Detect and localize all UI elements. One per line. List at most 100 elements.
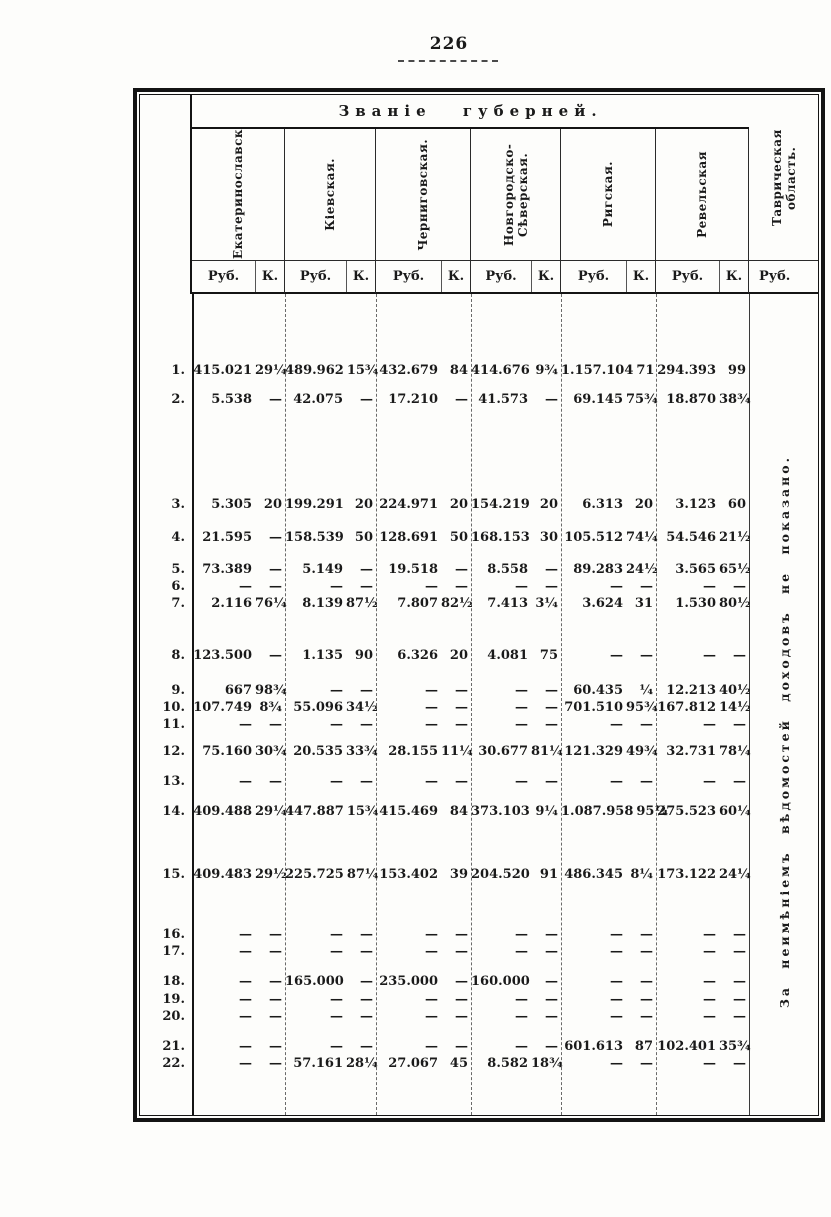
amount-cell: — —: [192, 1008, 285, 1025]
kop-value: —: [455, 1039, 468, 1054]
amount-cell: 7.807 82½: [376, 595, 472, 612]
rub-value: —: [515, 774, 528, 789]
amount-cell: — —: [471, 699, 561, 716]
rub-value: —: [610, 992, 623, 1007]
kop-value: ¼: [639, 683, 653, 698]
rub-value: 486.345: [564, 867, 623, 882]
rub-value: 102.401: [657, 1039, 716, 1054]
rub-label: Руб.: [759, 269, 791, 284]
kop-value: 9¼: [535, 804, 558, 819]
kop-value: —: [269, 717, 282, 732]
kop-value: 38¾: [719, 392, 751, 407]
table-row: 3. 5.305 20 199.291 20 224.971 20 154.219 20 6.31…: [140, 496, 818, 513]
rub-value: —: [703, 648, 716, 663]
kop-value: 49¾: [626, 744, 658, 759]
tavricheskaya-cell: [749, 773, 818, 790]
tavricheskaya-cell: [749, 943, 818, 960]
row-number: 3.: [171, 497, 185, 512]
amount-cell: — —: [656, 647, 749, 664]
rub-value: —: [330, 927, 343, 942]
kop-value: —: [360, 579, 373, 594]
tavricheskaya-cell: [749, 578, 818, 595]
amount-cell: 225.725 87¼: [285, 866, 379, 883]
amount-cell: — —: [285, 682, 376, 699]
rub-value: 42.075: [293, 392, 343, 407]
amount-cell: 224.971 20: [376, 496, 471, 513]
kop-value: 80½: [719, 596, 751, 611]
rub-value: —: [610, 717, 623, 732]
rub-value: 294.393: [657, 363, 716, 378]
rub-value: —: [610, 944, 623, 959]
column-header-kievskaya: Кіевская.: [285, 129, 376, 261]
kop-value: —: [640, 992, 653, 1007]
tavricheskaya-cell: [749, 682, 818, 699]
kop-value: —: [455, 992, 468, 1007]
amount-cell: 60.435 ¼: [561, 682, 656, 699]
amount-cell: 415.469 84: [376, 803, 471, 820]
amount-cell: — —: [656, 1008, 749, 1025]
kop-label: К.: [626, 261, 655, 292]
kop-value: —: [269, 774, 282, 789]
amount-cell: 8.139 87½: [285, 595, 378, 612]
rub-value: 89.283: [573, 562, 623, 577]
rub-value: —: [610, 1056, 623, 1071]
rub-value: 409.488: [193, 804, 252, 819]
kop-value: 15¾: [346, 804, 379, 819]
amount-cell: 486.345 8¼: [561, 866, 656, 883]
amount-cell: — —: [471, 1038, 561, 1055]
amount-cell: 158.539 50: [285, 529, 376, 546]
kop-value: —: [733, 974, 746, 989]
rub-value: 414.676: [471, 363, 530, 378]
amount-cell: — —: [285, 943, 376, 960]
rub-value: —: [239, 944, 252, 959]
kop-value: —: [269, 579, 282, 594]
amount-cell: — —: [656, 991, 749, 1008]
kop-value: —: [545, 992, 558, 1007]
kop-value: —: [360, 717, 373, 732]
rub-value: —: [703, 974, 716, 989]
table-frame: Званіе губерней. Екатеринославская. Кіев…: [133, 88, 825, 1122]
kop-value: 24½: [626, 562, 658, 577]
amount-cell: 89.283 24½: [561, 561, 658, 578]
rub-value: —: [610, 774, 623, 789]
table-row: 17. — — — — — — — — — — — —: [140, 943, 818, 960]
amount-cell: — —: [192, 1055, 285, 1072]
table-row: 2. 5.538—42.075—17.210—41.573—69.145 75¾ 18…: [140, 391, 818, 408]
rub-value: —: [330, 774, 343, 789]
column-header-label: Ригская.: [601, 161, 615, 228]
kop-value: 3¼: [535, 596, 558, 611]
amount-cell: 153.402 39: [376, 866, 471, 883]
rub-value: 447.887: [285, 804, 344, 819]
amount-cell: — —: [561, 943, 656, 960]
kop-value: —: [269, 927, 282, 942]
rub-value: 701.510: [564, 700, 623, 715]
kop-value: 75¾: [626, 392, 658, 407]
kop-value: —: [640, 648, 653, 663]
amount-cell: 6.326 20: [376, 647, 471, 664]
amount-cell: 373.103 9¼: [471, 803, 561, 820]
amount-cell: — —: [561, 773, 656, 790]
amount-cell: 107.749 8¾: [192, 699, 285, 716]
rub-value: 409.483: [193, 867, 252, 882]
table-header: Званіе губерней. Екатеринославская. Кіев…: [140, 95, 818, 294]
rub-value: 373.103: [471, 804, 530, 819]
rub-value: 415.021: [193, 363, 252, 378]
rub-value: —: [425, 927, 438, 942]
subheader-cell: Руб. К.: [192, 261, 285, 294]
rub-value: 41.573: [478, 392, 528, 407]
kop-value: 87¼: [346, 867, 379, 882]
amount-cell: — —: [561, 926, 656, 943]
amount-cell: 2.116 76¼: [192, 595, 286, 612]
table-row: 16. — — — — — — — — — — — —: [140, 926, 818, 943]
column-header-revelskaya: Ревельская: [656, 129, 749, 261]
amount-cell: 447.887 15¾: [285, 803, 379, 820]
rub-value: 6.313: [582, 497, 623, 512]
table-row: 21. — — — — — — — —601.613 87 102.401 35¾: [140, 1038, 818, 1055]
rub-value: 160.000: [471, 974, 530, 989]
rub-label: Руб.: [392, 269, 425, 284]
amount-cell: — —: [192, 943, 285, 960]
kop-value: 87½: [346, 596, 378, 611]
rub-value: —: [703, 774, 716, 789]
kop-value: 11¼: [441, 744, 473, 759]
amount-cell: — —: [471, 1008, 561, 1025]
